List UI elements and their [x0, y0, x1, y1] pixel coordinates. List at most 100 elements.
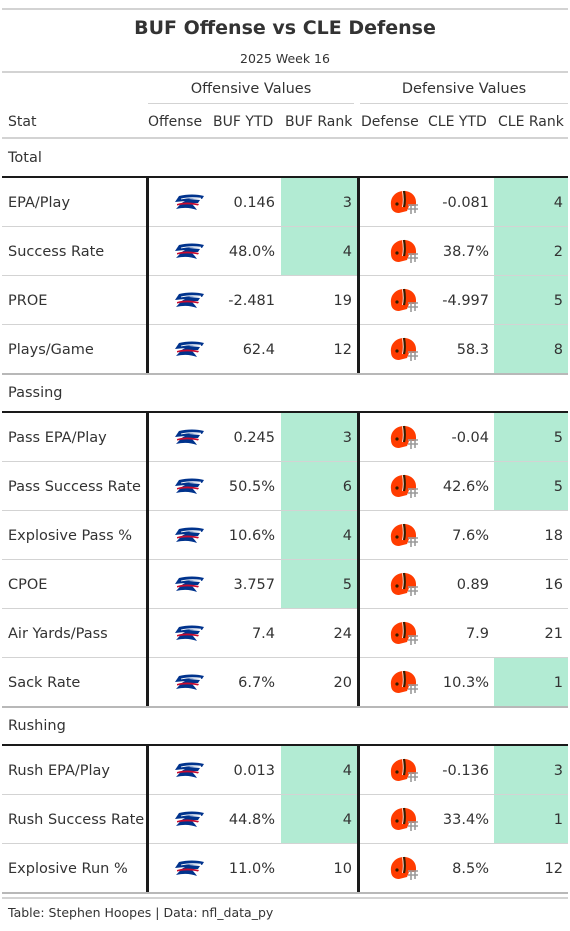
cle-rank-value: 2: [553, 243, 563, 260]
group-rule: [2, 744, 568, 746]
cle-rank-value: 16: [544, 576, 563, 593]
table-row: Explosive Run % 11.0% 10 8.5% 12: [2, 844, 568, 893]
cle-rank-value: 1: [553, 811, 563, 828]
col-header-cle-ytd: CLE YTD: [428, 114, 487, 130]
group-label: Total: [8, 150, 42, 166]
cle-rank-value: 5: [553, 478, 563, 495]
cle-rank-highlight: [494, 413, 568, 462]
row-divider: [2, 226, 568, 227]
browns-helmet-icon: [387, 424, 419, 452]
cle-ytd-value: 8.5%: [452, 860, 489, 877]
cle-ytd-value: 10.3%: [442, 674, 489, 691]
spanner-defensive-values: Defensive Values: [401, 81, 527, 97]
group-rule: [2, 176, 568, 178]
stat-label: Air Yards/Pass: [8, 625, 108, 642]
row-divider: [2, 324, 568, 325]
buf-rank-value: 12: [333, 341, 352, 358]
cle-ytd-value: 33.4%: [442, 811, 489, 828]
cle-ytd-value: 7.9: [465, 625, 489, 642]
buf-ytd-value: 3.757: [233, 576, 275, 593]
col-header-defense: Defense: [361, 114, 419, 130]
cle-ytd-value: 58.3: [456, 341, 489, 358]
buf-ytd-value: 0.146: [233, 194, 275, 211]
defense-column-divider: [357, 746, 360, 892]
cle-rank-highlight: [494, 462, 568, 511]
stat-label: Explosive Run %: [8, 860, 128, 877]
table-row: EPA/Play 0.146 3 -0.081 4: [2, 178, 568, 227]
stat-label: PROE: [8, 292, 48, 309]
buf-rank-value: 3: [342, 429, 352, 446]
cle-rank-value: 3: [553, 762, 563, 779]
buf-ytd-value: 6.7%: [238, 674, 275, 691]
table-row: Rush Success Rate 44.8% 4 33.4% 1: [2, 795, 568, 844]
row-divider: [2, 275, 568, 276]
buf-ytd-value: 62.4: [242, 341, 275, 358]
stat-label: Rush Success Rate: [8, 811, 145, 828]
buf-rank-highlight: [281, 178, 357, 227]
cle-rank-highlight: [494, 746, 568, 795]
buf-ytd-value: 50.5%: [228, 478, 275, 495]
cle-rank-value: 5: [553, 429, 563, 446]
buf-rank-value: 4: [342, 527, 352, 544]
spanner-offensive-rule: [148, 103, 354, 104]
buf-rank-value: 6: [342, 478, 352, 495]
cle-ytd-value: -0.136: [442, 762, 489, 779]
stat-label: CPOE: [8, 576, 48, 593]
buf-rank-value: 20: [333, 674, 352, 691]
group-bottom-rule: [2, 373, 568, 375]
row-divider: [2, 608, 568, 609]
group-bottom-rule: [2, 706, 568, 708]
cle-rank-highlight: [494, 795, 568, 844]
cle-rank-value: 1: [553, 674, 563, 691]
browns-helmet-icon: [387, 669, 419, 697]
row-divider: [2, 657, 568, 658]
browns-helmet-icon: [387, 336, 419, 364]
table-source-note: Table: Stephen Hoopes | Data: nfl_data_p…: [8, 905, 274, 920]
buf-rank-value: 4: [342, 811, 352, 828]
table-row: Plays/Game 62.4 12 58.3 8: [2, 325, 568, 374]
group-rule: [2, 411, 568, 413]
buf-rank-value: 3: [342, 194, 352, 211]
stat-label: EPA/Play: [8, 194, 71, 211]
stat-label: Pass Success Rate: [8, 478, 141, 495]
col-header-stat: Stat: [8, 114, 37, 130]
buf-rank-highlight: [281, 462, 357, 511]
buf-rank-highlight: [281, 746, 357, 795]
col-header-offense: Offense: [148, 114, 203, 130]
buf-ytd-value: 44.8%: [228, 811, 275, 828]
row-divider: [2, 794, 568, 795]
column-header-rule: [2, 137, 568, 139]
browns-helmet-icon: [387, 855, 419, 883]
bills-logo-icon: [173, 761, 205, 781]
defense-column-divider: [357, 178, 360, 373]
buf-rank-highlight: [281, 511, 357, 560]
cle-rank-value: 18: [544, 527, 563, 544]
cle-rank-value: 5: [553, 292, 563, 309]
col-header-buf-ytd: BUF YTD: [213, 114, 274, 130]
offense-column-divider: [146, 178, 149, 373]
stat-label: Plays/Game: [8, 341, 94, 358]
browns-helmet-icon: [387, 287, 419, 315]
table-title: BUF Offense vs CLE Defense: [134, 17, 436, 39]
buf-rank-value: 4: [342, 762, 352, 779]
bills-logo-icon: [173, 477, 205, 497]
buf-rank-highlight: [281, 227, 357, 276]
browns-helmet-icon: [387, 522, 419, 550]
browns-helmet-icon: [387, 189, 419, 217]
cle-rank-highlight: [494, 227, 568, 276]
cle-ytd-value: 7.6%: [452, 527, 489, 544]
bills-logo-icon: [173, 624, 205, 644]
table-subtitle: 2025 Week 16: [240, 51, 330, 66]
table-row: Pass EPA/Play 0.245 3 -0.04 5: [2, 413, 568, 462]
buf-rank-highlight: [281, 795, 357, 844]
row-divider: [2, 843, 568, 844]
stat-label: Explosive Pass %: [8, 527, 133, 544]
bills-logo-icon: [173, 242, 205, 262]
buf-ytd-value: -2.481: [228, 292, 275, 309]
stat-label: Success Rate: [8, 243, 105, 260]
browns-helmet-icon: [387, 757, 419, 785]
bills-logo-icon: [173, 526, 205, 546]
bills-logo-icon: [173, 575, 205, 595]
stat-label: Rush EPA/Play: [8, 762, 110, 779]
bills-logo-icon: [173, 859, 205, 879]
